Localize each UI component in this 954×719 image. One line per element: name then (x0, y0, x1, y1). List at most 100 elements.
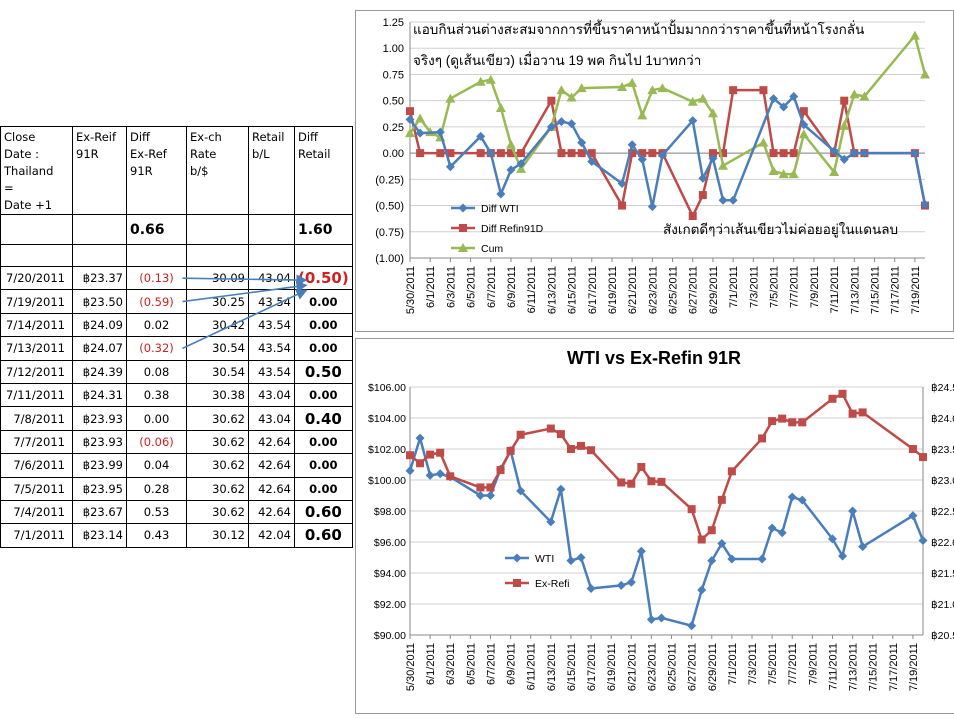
diff-retail-cell: (0.50) (295, 267, 353, 290)
x-tick-label: 7/1/2011 (727, 643, 739, 685)
diff-ex-ref-cell: (0.06) (127, 430, 187, 453)
diff-ex-ref-cell: 0.08 (127, 360, 187, 383)
data-point (426, 451, 434, 459)
diff-ex-ref-cell: 0.00 (127, 407, 187, 430)
x-tick-label: 6/29/2011 (707, 643, 719, 691)
y-tick-label: (1.00) (375, 253, 404, 265)
data-point (849, 410, 857, 418)
diff-retail-cell: 0.40 (295, 407, 353, 430)
diff-ex-ref-cell: 0.38 (127, 383, 187, 406)
retail-cell: 43.54 (249, 360, 295, 383)
date-cell: 7/1/2011 (1, 524, 73, 547)
x-tick-label: 6/21/2011 (627, 266, 639, 314)
x-tick-label: 6/27/2011 (687, 643, 699, 691)
x-tick-label: 5/30/2011 (405, 266, 417, 314)
y2-tick-label: ฿21.0 (931, 599, 954, 611)
total-diff-ex-ref: 0.66 (127, 215, 187, 245)
diff-retail-cell: 0.00 (295, 383, 353, 406)
y2-tick-label: ฿24.0 (931, 413, 954, 425)
data-point (416, 149, 424, 157)
date-cell: 7/4/2011 (1, 500, 73, 523)
y-tick-label: (0.75) (375, 227, 404, 239)
wti-vs-exrefin-chart-svg: WTI vs Ex-Refin 91R$106.00$104.00$102.00… (355, 338, 954, 714)
ex-ref-cell: ฿23.93 (73, 407, 127, 430)
x-tick-label: 6/1/2011 (425, 266, 437, 308)
y2-tick-label: ฿21.5 (931, 568, 954, 580)
x-tick-label: 7/15/2011 (870, 266, 882, 314)
data-point (699, 191, 707, 199)
x-tick-label: 7/1/2011 (728, 266, 740, 308)
date-cell: 7/8/2011 (1, 407, 73, 430)
exchange-rate-cell: 30.62 (187, 500, 249, 523)
ex-ref-cell: ฿24.09 (73, 313, 127, 336)
x-tick-label: 6/21/2011 (626, 643, 638, 691)
diff-retail-cell: 0.00 (295, 313, 353, 336)
x-tick-label: 7/19/2011 (910, 266, 922, 314)
x-tick-label: 7/3/2011 (747, 643, 759, 685)
data-point (477, 149, 485, 157)
data-point (476, 483, 484, 491)
data-point (839, 390, 847, 398)
x-tick-label: 7/17/2011 (890, 266, 902, 314)
exchange-rate-cell: 30.12 (187, 524, 249, 547)
total-cell (249, 215, 295, 245)
y2-tick-label: ฿24.5 (931, 382, 954, 394)
total-cell (1, 215, 73, 245)
x-tick-label: 7/7/2011 (789, 266, 801, 308)
legend-label: WTI (535, 553, 554, 565)
diff-ex-ref-cell: 0.02 (127, 313, 187, 336)
legend-marker (513, 579, 521, 587)
x-tick-label: 7/13/2011 (849, 266, 861, 314)
data-point (577, 442, 585, 450)
data-point (759, 86, 767, 94)
exchange-rate-cell: 30.09 (187, 267, 249, 290)
diff-ex-ref-cell: (0.13) (127, 267, 187, 290)
x-tick-label: 6/9/2011 (506, 266, 518, 308)
annotation-text: สังเกตดีๆว่าเส้นเขียวไม่ค่อยอยู่ในแดนลบ (663, 221, 898, 238)
x-tick-label: 6/7/2011 (485, 643, 497, 685)
date-cell: 7/19/2011 (1, 290, 73, 313)
y-tick-label: 0.00 (383, 148, 404, 160)
data-point (446, 472, 454, 480)
data-point (919, 453, 927, 461)
x-tick-label: 6/15/2011 (566, 643, 578, 691)
y-tick-label: $100.00 (368, 475, 406, 487)
diff-retail-cell: 0.00 (295, 477, 353, 500)
y-tick-label: 1.00 (383, 43, 404, 55)
exchange-rate-cell: 30.25 (187, 290, 249, 313)
date-cell: 7/12/2011 (1, 360, 73, 383)
diff-retail-cell: 0.00 (295, 290, 353, 313)
chart-title: WTI vs Ex-Refin 91R (567, 348, 741, 368)
y-tick-label: $92.00 (374, 599, 406, 611)
table-totals-row: 0.66 1.60 (1, 215, 353, 245)
retail-cell: 42.64 (249, 477, 295, 500)
ex-ref-cell: ฿23.99 (73, 454, 127, 477)
data-point (840, 97, 848, 105)
x-tick-label: 6/23/2011 (647, 266, 659, 314)
header-ex-ref: Ex-Reif 91R (73, 127, 127, 215)
data-point (618, 202, 626, 210)
y-tick-label: $94.00 (374, 568, 406, 580)
exchange-rate-cell: 30.54 (187, 337, 249, 360)
header-close-date: Close Date : Thailand = Date +1 (1, 127, 73, 215)
retail-cell: 43.54 (249, 290, 295, 313)
ex-ref-cell: ฿24.39 (73, 360, 127, 383)
data-point (497, 466, 505, 474)
y-tick-label: 0.75 (383, 69, 404, 81)
retail-cell: 43.04 (249, 383, 295, 406)
exchange-rate-cell: 30.62 (187, 430, 249, 453)
header-diff-retail: Diff Retail (295, 127, 353, 215)
x-tick-label: 7/7/2011 (787, 643, 799, 685)
data-point (517, 149, 525, 157)
ex-ref-cell: ฿23.37 (73, 267, 127, 290)
annotation-text: แอบกินส่วนต่างสะสมจากการที่ขึ้นราคาหน้าป… (413, 19, 864, 37)
y-tick-label: 0.50 (383, 96, 404, 108)
retail-cell: 43.54 (249, 337, 295, 360)
x-tick-label: 6/11/2011 (526, 643, 538, 690)
x-tick-label: 6/25/2011 (667, 643, 679, 691)
